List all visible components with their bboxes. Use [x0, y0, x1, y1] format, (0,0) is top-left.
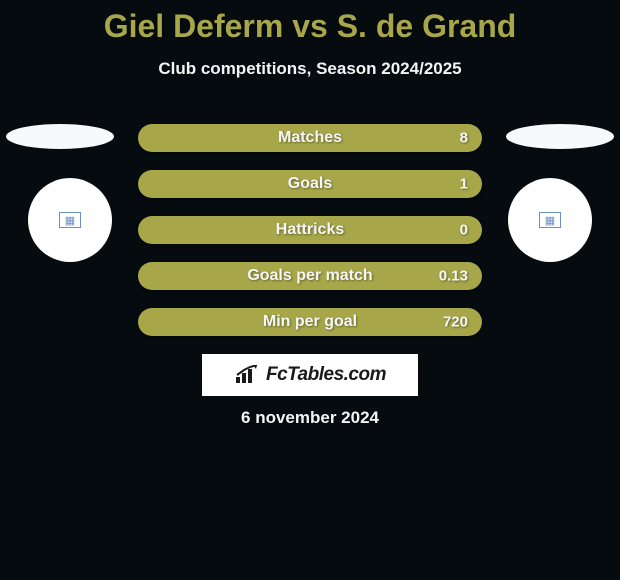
page-subtitle: Club competitions, Season 2024/2025 [0, 59, 620, 79]
player-left-ellipse [6, 124, 114, 149]
stat-label: Hattricks [276, 221, 344, 239]
stat-label: Matches [278, 129, 342, 147]
page-title: Giel Deferm vs S. de Grand [0, 0, 620, 45]
flag-icon: ▦ [539, 212, 561, 228]
stat-label: Goals per match [247, 267, 372, 285]
comparison-card: Giel Deferm vs S. de Grand Club competit… [0, 0, 620, 580]
stat-bars: Matches 8 Goals 1 Hattricks 0 Goals per … [138, 124, 482, 354]
player-right-badge: ▦ [508, 178, 592, 262]
brand-badge: FcTables.com [202, 354, 418, 396]
stat-value-right: 0.13 [439, 268, 468, 285]
brand-text: FcTables.com [266, 364, 386, 386]
stat-label: Min per goal [263, 313, 357, 331]
stat-bar: Matches 8 [138, 124, 482, 152]
chart-icon [234, 365, 260, 385]
stat-value-right: 720 [443, 314, 468, 331]
date-text: 6 november 2024 [241, 408, 379, 428]
stat-value-right: 0 [460, 222, 468, 239]
stat-value-right: 1 [460, 176, 468, 193]
stat-bar: Hattricks 0 [138, 216, 482, 244]
stat-bar: Min per goal 720 [138, 308, 482, 336]
stat-bar: Goals per match 0.13 [138, 262, 482, 290]
flag-icon: ▦ [59, 212, 81, 228]
player-left-badge: ▦ [28, 178, 112, 262]
stat-value-right: 8 [460, 130, 468, 147]
player-right-ellipse [506, 124, 614, 149]
stat-label: Goals [288, 175, 332, 193]
stat-bar: Goals 1 [138, 170, 482, 198]
